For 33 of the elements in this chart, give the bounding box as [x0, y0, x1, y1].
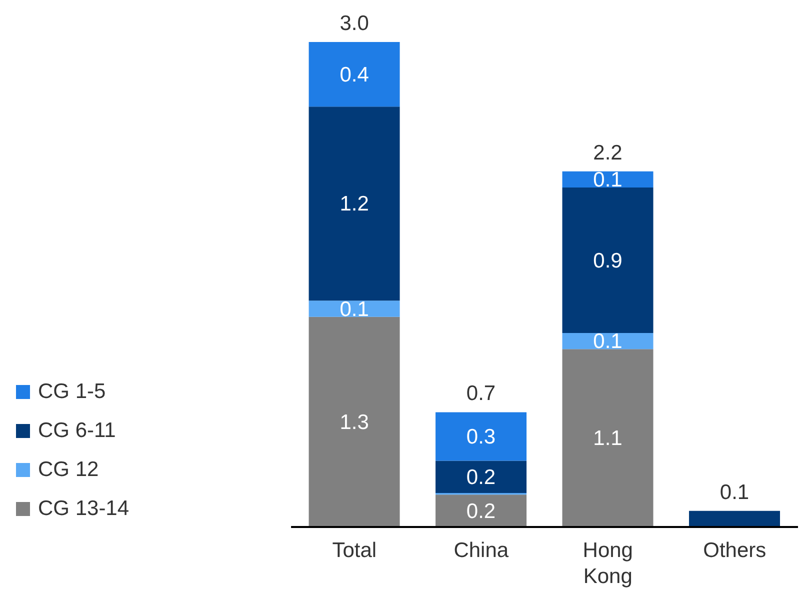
data-label: 1.2 — [340, 192, 369, 216]
data-label: 0.2 — [466, 466, 496, 489]
legend-label: CG 12 — [38, 458, 99, 482]
data-label: 0.9 — [593, 249, 622, 272]
bar — [562, 349, 654, 527]
data-label: 0.1 — [340, 298, 369, 321]
data-label: 1.1 — [593, 427, 622, 450]
total-label: 0.7 — [466, 382, 496, 406]
x-tick-label: China — [454, 539, 509, 562]
bar — [308, 42, 400, 107]
data-label: 0.1 — [593, 330, 622, 354]
total-label: 0.1 — [720, 480, 750, 504]
bar — [436, 494, 527, 527]
data-label: 0.1 — [593, 168, 622, 192]
total-label: 2.2 — [593, 141, 622, 164]
legend-label: CG 1-5 — [38, 380, 106, 404]
data-label: 0.3 — [466, 425, 496, 448]
x-tick-label: Total — [332, 539, 377, 562]
bar — [436, 412, 527, 461]
bar — [308, 300, 400, 317]
bar — [562, 188, 654, 333]
data-label: 1.3 — [340, 410, 369, 434]
bar — [436, 460, 527, 494]
bar — [689, 510, 780, 527]
legend-label: CG 13-14 — [38, 496, 130, 520]
legend-label: CG 6-11 — [38, 418, 116, 442]
data-label: 0.2 — [466, 500, 496, 523]
total-label: 3.0 — [340, 12, 369, 35]
bar — [308, 316, 400, 527]
x-tick-label: Others — [703, 539, 766, 562]
x-tick-label: Hong Kong — [582, 539, 633, 588]
bar — [308, 106, 400, 301]
data-label: 0.4 — [340, 63, 370, 86]
